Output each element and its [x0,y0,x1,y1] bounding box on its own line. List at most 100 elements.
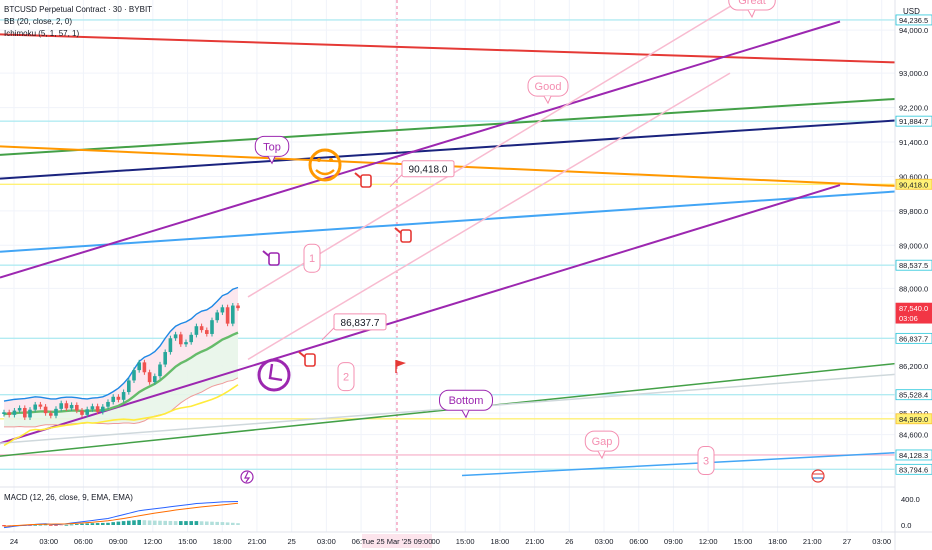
hand-finger [262,250,270,257]
price-level-label-box [895,332,932,344]
time-axis[interactable]: 24 03:00 06:00 09:00 12:00 15:00 18:00 21:00 25 0… [0,531,932,548]
macd-histogram-bar [194,521,199,525]
trend-line-purple-lower [0,184,841,445]
candle [17,407,22,411]
price-level-label-box [895,14,932,26]
price-tick-label: 92,200.0 [899,104,928,113]
crosshair-time-box [362,534,432,548]
price-axis[interactable]: 94,000.0 93,000.0 92,200.0 91,400.0 90,600.0… [894,0,932,550]
macd-histogram-bar [142,520,147,525]
time-tick-label: 27 [843,537,851,546]
macd-histogram-bar [69,524,74,526]
bollinger-upper-fill [4,287,238,415]
macd-histogram-bar [168,520,173,525]
macd-histogram-bar [85,523,89,525]
price-level-label-box [895,178,932,190]
macd-histogram-bar [137,519,141,525]
time-tick-label: 03:00 [595,537,614,546]
lightning-icon [240,470,254,484]
time-tick-label: 21:00 [803,537,822,546]
price-level-label: 84,128.3 [899,451,928,460]
macd-histogram-bar [38,524,43,526]
candle [49,413,53,416]
price-level-label-box [895,389,932,401]
candle [132,370,136,381]
macd-legend[interactable]: MACD (12, 26, close, 9, EMA, EMA) [4,493,133,502]
price-callout [333,313,387,331]
ichimoku-line [3,384,239,447]
time-tick-label: 18:00 [213,537,232,546]
macd-histogram-bar [231,522,235,525]
trend-line-red [0,33,896,64]
macd-signal-line [3,502,239,527]
candle [116,396,121,400]
candle [168,338,173,353]
macd-histogram-bar [90,523,95,525]
us-flag-icon [811,469,825,483]
price-level-label-box [895,413,932,425]
time-tick-label: 21:00 [525,537,544,546]
trend-line-green-upper [0,97,896,156]
ichimoku-legend[interactable]: Ichimoku (5, 1, 57, 1) [4,29,80,38]
candle [12,410,17,415]
wave-number-label: 3 [703,455,709,467]
time-tick-label: 15:00 [456,537,475,546]
macd-histogram-bar [215,521,219,525]
price-tick-label: 86,200.0 [899,362,928,371]
hand-finger [298,351,306,358]
bollinger-legend[interactable]: BB (20, close, 2, 0) [4,17,73,26]
time-tick-label: 03:00 [317,537,336,546]
candle [173,334,178,339]
time-tick-label: 24 [10,537,18,546]
candle [147,372,152,383]
macd-histogram-bar [54,525,58,526]
smiley-eye [329,158,333,162]
emoji-annotations[interactable] [240,148,825,484]
hand-finger [354,172,362,179]
price-level-label-box [895,259,932,271]
price-level-label: 85,528.4 [899,391,928,400]
currency-label[interactable]: USD [903,7,920,16]
candle [106,401,110,407]
candle [231,305,235,324]
bollinger-middle-line [3,331,239,416]
hand-pointer-icon [268,252,280,266]
hand-pointer-icon [304,353,316,367]
time-tick-label: 18:00 [491,537,510,546]
macd-histogram-bar [210,521,214,525]
candle [111,396,115,402]
annotations[interactable]: Great Good Top Bottom Gap 90,418.0 86,837.7 1 2 3 [254,0,776,475]
bubble-top-label: Top [263,141,281,153]
horizontal-levels [0,19,895,471]
callout-pointer [321,327,335,341]
price-callout [401,160,455,178]
macd-histogram-bar [101,522,105,525]
smiley-eye [317,158,321,162]
time-tick-label: 18:00 [768,537,787,546]
price-level-label: 84,969.0 [899,415,928,424]
candle [101,406,105,412]
candle [95,406,100,412]
price-tick-label: 89,000.0 [899,241,928,250]
bubble-tail [543,95,552,105]
time-tick-label: 25 [287,537,295,546]
candles [2,302,240,421]
candle [205,330,209,334]
wave-number-label: 1 [309,253,315,265]
hand-finger [394,227,402,234]
macd-histogram-bar [225,522,230,525]
wave-number-box [303,243,321,273]
price-level-label-box [895,115,932,127]
clock-icon [257,358,291,392]
hand-pointer-icon [400,229,412,243]
chart-legend: BTCUSD Perpetual Contract · 30 · BYBIT B… [4,4,152,40]
macd-histogram-bar [43,524,48,526]
bubble-great-label: Great [738,0,766,7]
symbol-title[interactable]: BTCUSD Perpetual Contract · 30 · BYBIT [4,5,153,14]
candle [210,320,214,334]
bubble-gap-label: Gap [592,436,613,448]
candle [80,410,84,415]
price-level-label: 94,236.5 [899,16,928,25]
macd-histogram-bar [199,521,204,525]
